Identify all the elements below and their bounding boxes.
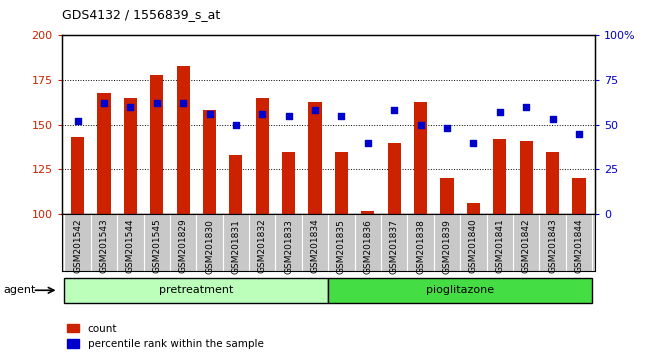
Bar — [414, 102, 427, 214]
Text: GSM201544: GSM201544 — [126, 219, 135, 273]
Text: agent: agent — [3, 285, 36, 295]
Point — [495, 109, 505, 115]
Text: pretreatment: pretreatment — [159, 285, 233, 295]
Point — [310, 108, 320, 113]
Point — [547, 116, 558, 122]
Text: GSM201542: GSM201542 — [73, 219, 82, 273]
Bar — [150, 75, 163, 214]
Bar — [255, 98, 269, 214]
Point — [125, 104, 136, 110]
Point — [415, 122, 426, 127]
FancyBboxPatch shape — [328, 278, 592, 303]
Text: GSM201832: GSM201832 — [258, 219, 266, 273]
Bar — [177, 66, 190, 214]
Text: GSM201543: GSM201543 — [99, 219, 109, 273]
Bar — [441, 178, 454, 214]
Point — [72, 118, 83, 124]
Text: GSM201834: GSM201834 — [311, 219, 320, 273]
Text: GSM201839: GSM201839 — [443, 219, 452, 274]
Bar — [124, 98, 137, 214]
Point — [468, 140, 478, 145]
Bar — [335, 152, 348, 214]
Point — [257, 111, 268, 117]
Bar — [282, 152, 295, 214]
Point — [363, 140, 373, 145]
Bar — [546, 152, 559, 214]
Bar — [519, 141, 533, 214]
Text: GSM201831: GSM201831 — [231, 219, 240, 274]
Point — [99, 101, 109, 106]
Point — [336, 113, 346, 119]
Text: GSM201835: GSM201835 — [337, 219, 346, 274]
Text: GSM201830: GSM201830 — [205, 219, 214, 274]
Text: GSM201842: GSM201842 — [522, 219, 530, 273]
Text: GSM201841: GSM201841 — [495, 219, 504, 273]
Bar — [493, 139, 506, 214]
Point — [574, 131, 584, 137]
Bar — [467, 204, 480, 214]
Point — [389, 108, 399, 113]
Point — [151, 101, 162, 106]
Point — [283, 113, 294, 119]
Bar — [572, 178, 586, 214]
Point — [521, 104, 531, 110]
Point — [442, 126, 452, 131]
Text: GSM201838: GSM201838 — [416, 219, 425, 274]
Text: GSM201840: GSM201840 — [469, 219, 478, 273]
Bar — [309, 102, 322, 214]
FancyBboxPatch shape — [64, 278, 328, 303]
Bar — [71, 137, 84, 214]
Text: GSM201844: GSM201844 — [575, 219, 584, 273]
Text: GSM201829: GSM201829 — [179, 219, 188, 273]
Text: GSM201843: GSM201843 — [548, 219, 557, 273]
Text: pioglitazone: pioglitazone — [426, 285, 494, 295]
Legend: count, percentile rank within the sample: count, percentile rank within the sample — [67, 324, 264, 349]
Text: GSM201837: GSM201837 — [390, 219, 398, 274]
Text: GSM201836: GSM201836 — [363, 219, 372, 274]
Text: GSM201833: GSM201833 — [284, 219, 293, 274]
Text: GDS4132 / 1556839_s_at: GDS4132 / 1556839_s_at — [62, 8, 220, 21]
Bar — [229, 155, 242, 214]
Bar — [98, 93, 111, 214]
Text: GSM201545: GSM201545 — [152, 219, 161, 273]
Point — [178, 101, 188, 106]
Bar — [203, 110, 216, 214]
Point — [231, 122, 241, 127]
Bar — [387, 143, 401, 214]
Point — [204, 111, 214, 117]
Bar — [361, 211, 374, 214]
